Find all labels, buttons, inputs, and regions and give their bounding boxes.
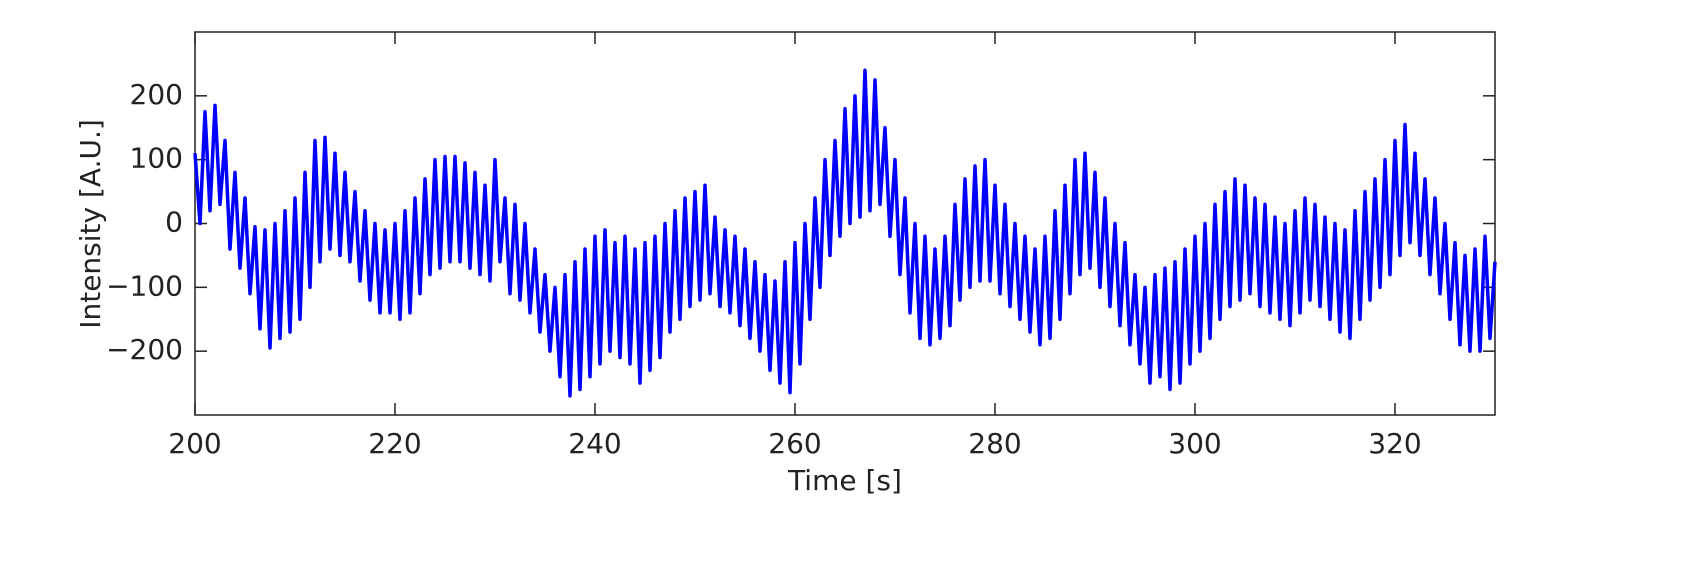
plot-frame — [194, 31, 1496, 416]
data-line — [193, 68, 1497, 398]
y-tick-label: −200 — [106, 333, 183, 366]
x-tick-label: 220 — [368, 427, 421, 460]
y-tick-label: 100 — [130, 142, 183, 175]
y-tick-label: 0 — [165, 206, 183, 239]
x-tick-label: 320 — [1368, 427, 1421, 460]
x-tick-label: 200 — [168, 427, 221, 460]
y-tick-label: −100 — [106, 269, 183, 302]
x-tick-label: 260 — [768, 427, 821, 460]
x-axis-label: Time [s] — [787, 464, 902, 497]
x-tick-label: 300 — [1168, 427, 1221, 460]
y-tick-label: 200 — [130, 78, 183, 111]
x-tick-label: 280 — [968, 427, 1021, 460]
y-axis-label: Intensity [A.U.] — [74, 119, 107, 329]
x-tick-label: 240 — [568, 427, 621, 460]
